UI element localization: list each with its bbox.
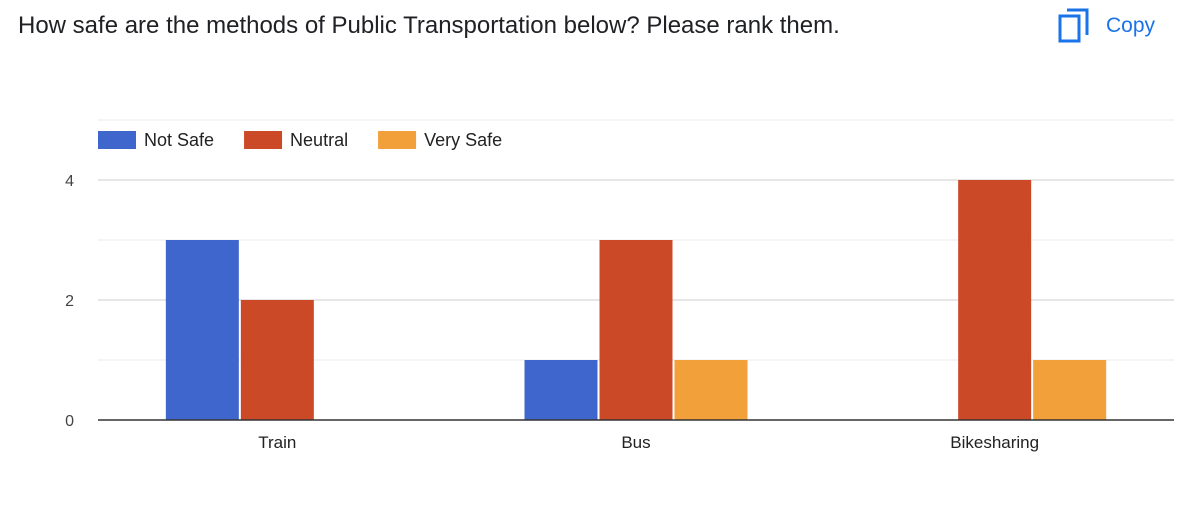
copy-button[interactable]: Copy xyxy=(1058,8,1155,44)
bar-neutral-bus xyxy=(599,240,673,420)
copy-icon xyxy=(1058,8,1090,44)
bar-neutral-train xyxy=(240,300,314,420)
bar-neutral-bikesharing xyxy=(958,180,1032,420)
legend-label: Very Safe xyxy=(424,130,502,150)
x-tick-label: Train xyxy=(258,433,296,452)
x-tick-label: Bikesharing xyxy=(950,433,1039,452)
copy-label: Copy xyxy=(1106,14,1156,37)
bar-not-safe-train xyxy=(165,240,239,420)
bar-not-safe-bus xyxy=(524,360,598,420)
y-tick-label: 4 xyxy=(65,173,74,190)
y-tick-label: 0 xyxy=(65,413,74,430)
legend-label: Neutral xyxy=(290,130,348,150)
bar-very-safe-bikesharing xyxy=(1033,360,1107,420)
legend-swatch xyxy=(244,131,283,149)
bar-very-safe-bus xyxy=(674,360,748,420)
y-tick-label: 2 xyxy=(65,293,74,310)
x-tick-label: Bus xyxy=(621,433,650,452)
legend-swatch xyxy=(98,131,136,149)
question-title: How safe are the methods of Public Trans… xyxy=(18,12,840,39)
legend-label: Not Safe xyxy=(144,130,214,150)
legend-swatch xyxy=(378,131,417,149)
